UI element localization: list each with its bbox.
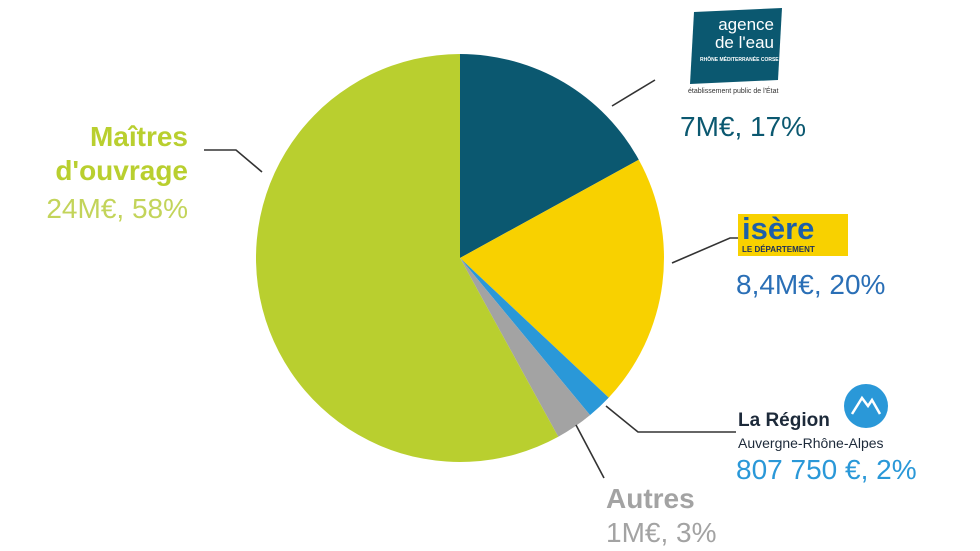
isere-logo-name: isère [742, 211, 815, 246]
region-name: La Région [738, 410, 830, 431]
leader-lines [204, 79, 742, 479]
value-label: 807 750 €, 2% [736, 454, 917, 485]
eau-logo-name: agence de l'eau [714, 15, 774, 52]
maitres-name: Maîtres d'ouvrage [55, 121, 188, 187]
eau-logo-caption: établissement public de l'État [688, 88, 779, 95]
value-label: 24M€, 58% [46, 193, 188, 224]
eau-logo-sub: RHÔNE MÉDITERRANÉE CORSE [700, 57, 779, 63]
value-label: 1M€, 3% [606, 517, 717, 548]
leader-line [611, 79, 656, 107]
eau-logo-box [690, 8, 782, 84]
pie-slice [256, 54, 559, 463]
pie-slice [460, 54, 639, 258]
pie-slice [460, 258, 609, 416]
leader-line [671, 237, 742, 264]
leader-line [605, 405, 736, 433]
isere-logo-box [738, 214, 848, 256]
region-logo [844, 384, 888, 428]
isere-logo-sub: LE DÉPARTEMENT [742, 245, 815, 254]
value-label: 7M€, 17% [680, 111, 807, 142]
pie-slice [460, 258, 591, 437]
leader-line [575, 424, 605, 479]
region-logo-mark [850, 395, 882, 415]
leader-line [204, 149, 263, 173]
region-sub: Auvergne-Rhône-Alpes [738, 435, 884, 451]
autres-name: Autres [606, 483, 695, 514]
pie-slice [460, 159, 665, 398]
value-label: 8,4M€, 20% [736, 269, 886, 300]
